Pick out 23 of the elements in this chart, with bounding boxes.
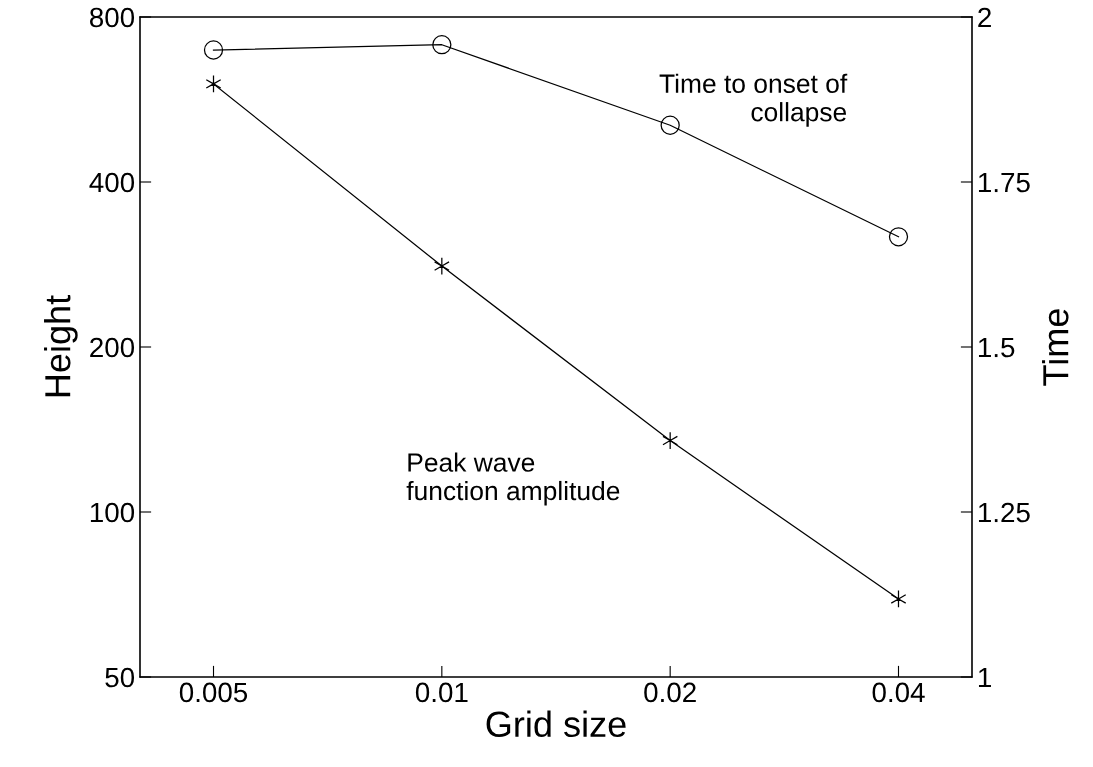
point: [205, 74, 222, 93]
y-axis-title: Height: [44, 295, 78, 397]
series-label: Peak wave function amplitude: [406, 452, 620, 506]
x-tick-label: 0.005: [179, 682, 248, 703]
x-tick-label: 0.02: [644, 682, 696, 703]
y2-tick-label: 1.25: [978, 502, 1030, 523]
y-tick-label: 400: [89, 172, 135, 193]
x-axis-title: Grid size: [486, 710, 626, 738]
y-tick-label: 200: [90, 337, 135, 358]
x-tick-label: 0.04: [872, 682, 925, 703]
y2-tick-label: 1: [978, 667, 991, 688]
point: [662, 431, 679, 450]
y2-tick-label: 2: [978, 7, 991, 28]
y2-tick-label: 1.5: [978, 337, 1015, 358]
series-label: Time to onset of collapse: [659, 73, 848, 127]
point: [890, 589, 907, 608]
y2-tick-label: 1.75: [978, 172, 1030, 193]
x-tick-label: 0.01: [415, 682, 468, 703]
y-tick-label: 50: [105, 667, 135, 688]
point: [433, 257, 450, 276]
y-tick-label: 100: [90, 502, 135, 523]
y-tick-label: 800: [90, 7, 135, 28]
y2-axis-title: Time: [1042, 309, 1069, 386]
